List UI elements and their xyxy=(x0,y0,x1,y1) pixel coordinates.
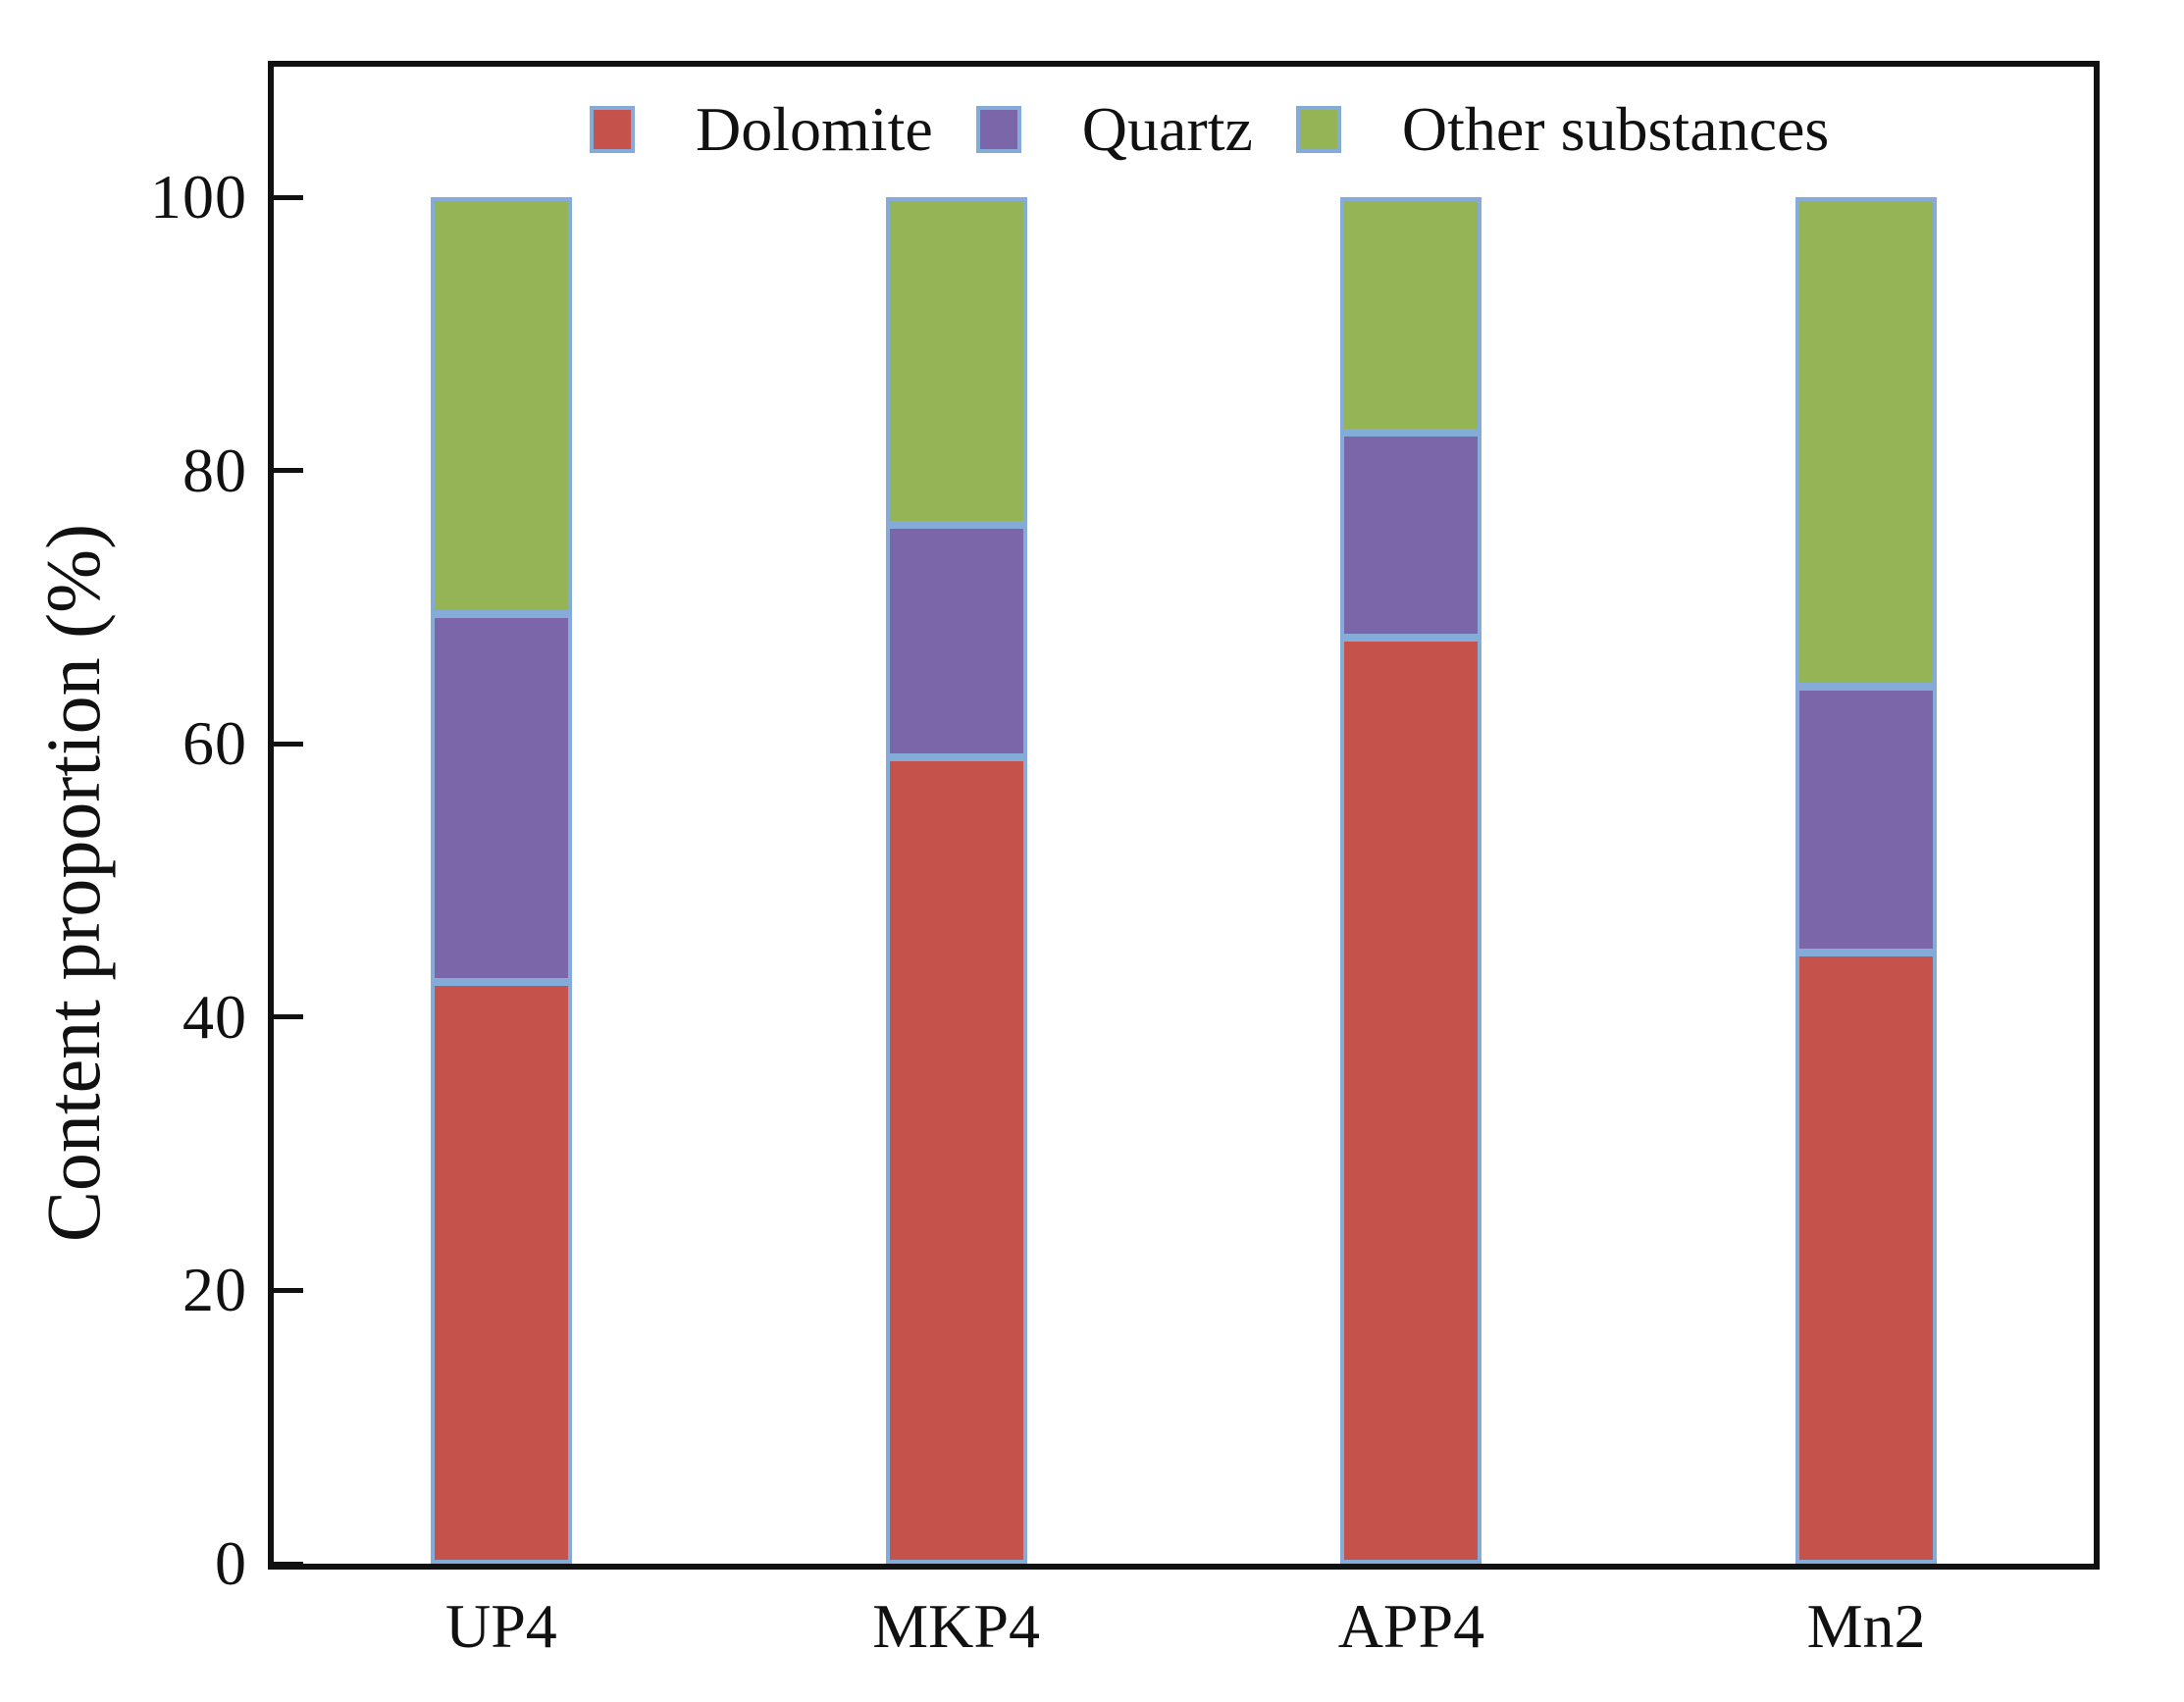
y-tick-60 xyxy=(274,741,303,747)
x-axis-label-Mn2: Mn2 xyxy=(1806,1591,1926,1661)
bars-container xyxy=(274,67,2094,1564)
legend-swatch-other-substances-icon xyxy=(1295,106,1341,153)
legend-item-dolomite: Dolomite xyxy=(590,94,933,165)
y-tick-20 xyxy=(274,1287,303,1293)
y-tick-0 xyxy=(274,1561,303,1567)
plot-area: Dolomite Quartz Other substances xyxy=(268,61,2100,1570)
y-tick-40 xyxy=(274,1014,303,1020)
y-axis-title: Content proportion (%) xyxy=(30,523,116,1243)
bar-segment-UP4-quartz xyxy=(430,613,572,982)
y-tick-label-100: 100 xyxy=(150,162,247,232)
legend: Dolomite Quartz Other substances xyxy=(590,94,1829,165)
legend-item-quartz: Quartz xyxy=(975,94,1253,165)
y-tick-label-60: 60 xyxy=(182,708,247,779)
bar-segment-UP4-dolomite xyxy=(430,981,572,1564)
y-tick-label-40: 40 xyxy=(182,981,247,1052)
legend-label: Dolomite xyxy=(696,94,933,164)
y-tick-100 xyxy=(274,194,303,200)
y-tick-80 xyxy=(274,468,303,474)
legend-label: Quartz xyxy=(1081,94,1253,164)
bar-segment-MKP4-other-substances xyxy=(885,197,1027,526)
legend-swatch-quartz-icon xyxy=(975,106,1021,153)
x-axis-label-APP4: APP4 xyxy=(1337,1591,1485,1661)
bar-UP4 xyxy=(430,197,572,1564)
bar-segment-APP4-other-substances xyxy=(1340,197,1482,433)
bar-segment-Mn2-dolomite xyxy=(1795,953,1938,1564)
bar-APP4 xyxy=(1340,197,1482,1564)
bar-segment-Mn2-other-substances xyxy=(1795,197,1938,687)
bar-segment-Mn2-quartz xyxy=(1795,686,1938,954)
legend-swatch-dolomite-icon xyxy=(590,106,635,153)
y-tick-label-20: 20 xyxy=(182,1255,247,1325)
x-axis-label-UP4: UP4 xyxy=(444,1591,557,1661)
y-tick-label-80: 80 xyxy=(182,435,247,505)
x-axis-label-MKP4: MKP4 xyxy=(872,1591,1040,1661)
legend-label: Other substances xyxy=(1401,94,1830,164)
bar-Mn2 xyxy=(1795,197,1938,1564)
bar-MKP4 xyxy=(885,197,1027,1564)
bar-segment-MKP4-quartz xyxy=(885,525,1027,758)
bar-segment-MKP4-dolomite xyxy=(885,757,1027,1564)
bar-segment-APP4-dolomite xyxy=(1340,637,1482,1564)
bar-segment-APP4-quartz xyxy=(1340,432,1482,638)
legend-item-other-substances: Other substances xyxy=(1295,94,1830,165)
y-tick-label-0: 0 xyxy=(215,1528,247,1598)
bar-segment-UP4-other-substances xyxy=(430,197,572,614)
